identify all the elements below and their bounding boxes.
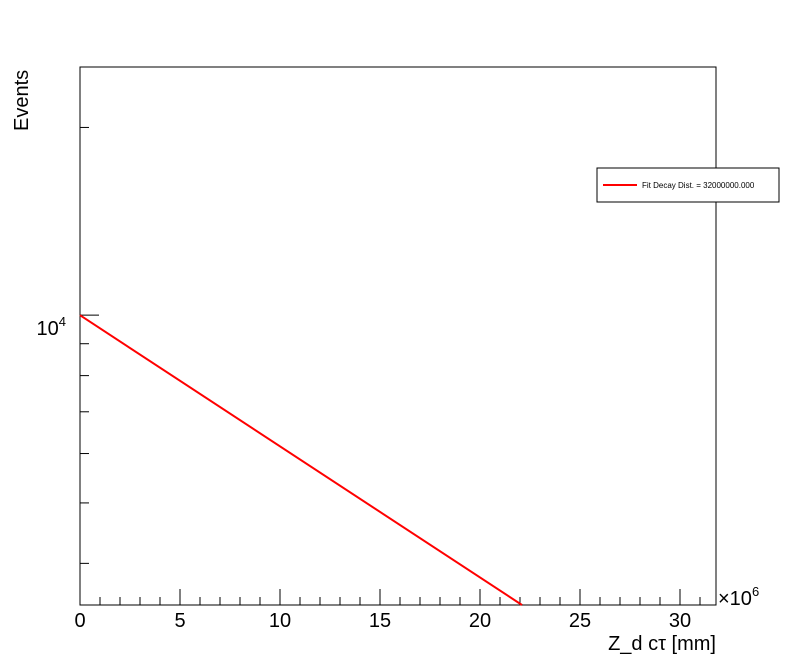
x-multiplier-label: ×10 [718,588,752,610]
legend-label: Fit Decay Dist. = 32000000.000 [642,181,755,190]
plot-frame [79,66,717,606]
x-multiplier: ×106 [718,584,759,610]
x-tick-label: 10 [269,610,291,632]
series-line [79,314,523,606]
x-tick-label: 20 [469,610,491,632]
x-tick-label: 25 [569,610,591,632]
x-multiplier-exponent: 6 [752,584,759,599]
x-axis-tick-labels: 0 5 10 15 20 25 30 [74,610,691,632]
y-major-tick-label: 104 [37,314,66,340]
y-major-tick-base: 10 [37,318,59,340]
x-tick-label: 0 [74,610,85,632]
x-axis-title: Z_d cτ [mm] [608,633,716,655]
series-layer [79,314,523,606]
y-axis-ticks [80,126,99,564]
y-major-tick-exponent: 4 [59,314,66,329]
y-axis-title: Events [11,70,33,131]
x-tick-label: 30 [669,610,691,632]
legend: Fit Decay Dist. = 32000000.000 [596,167,780,203]
x-tick-label: 5 [174,610,185,632]
x-axis-ticks [79,589,701,605]
x-tick-label: 15 [369,610,391,632]
